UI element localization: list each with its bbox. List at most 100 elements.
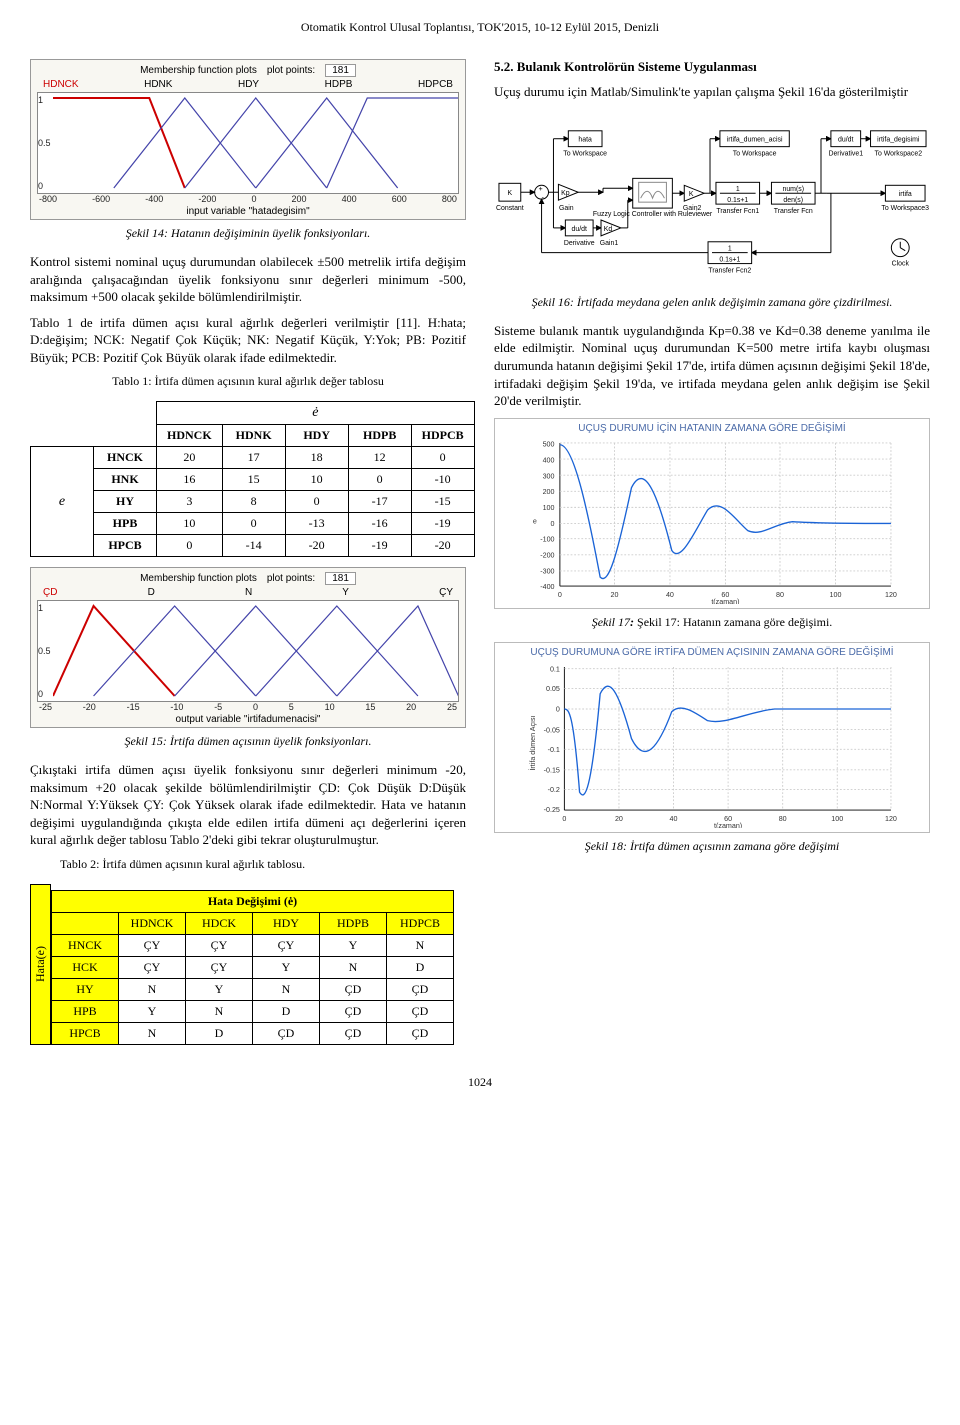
mf1-lbl-0: HDNCK (43, 79, 79, 90)
para-tablo1: Tablo 1 de irtifa dümen açısı kural ağır… (30, 314, 466, 367)
svg-text:du/dt: du/dt (838, 136, 853, 143)
svg-text:0: 0 (562, 814, 566, 822)
svg-text:den(s): den(s) (783, 197, 803, 204)
svg-text:20: 20 (610, 590, 618, 598)
simulink-diagram: K Constant +- hata To Workspace Kp Gain … (494, 109, 930, 289)
svg-text:irtifa: irtifa (899, 191, 912, 198)
svg-text:500: 500 (543, 440, 555, 448)
mf2-xlabel: output variable "irtifadumenacisi" (37, 714, 459, 725)
svg-text:Gain: Gain (559, 205, 574, 212)
svg-text:Transfer Fcn: Transfer Fcn (774, 208, 813, 215)
svg-text:80: 80 (779, 814, 787, 822)
svg-text:To Workspace3: To Workspace3 (881, 205, 929, 212)
svg-text:0: 0 (556, 705, 560, 713)
svg-text:100: 100 (831, 814, 843, 822)
svg-text:-0.2: -0.2 (548, 786, 560, 794)
mf2-pp-label: plot points: (267, 573, 315, 584)
svg-text:1: 1 (728, 245, 732, 252)
mf1-title: Membership function plots (140, 65, 257, 76)
svg-text:1: 1 (736, 186, 740, 193)
caption-tablo1: Tablo 1: İrtifa dümen açısının kural ağı… (30, 374, 466, 389)
caption-17: Şekil 17: Şekil 17: Hatanın zamana göre … (494, 615, 930, 630)
para-sistem: Sisteme bulanık mantık uygulandığında Kp… (494, 322, 930, 410)
svg-text:0: 0 (558, 590, 562, 598)
svg-text:0.05: 0.05 (546, 685, 560, 693)
mf1-lbl-3: HDPB (325, 79, 353, 90)
chart18-title: UÇUŞ DURUMUNA GÖRE İRTİFA DÜMEN AÇISININ… (499, 647, 925, 658)
t2-bighead: Hata Değişimi (ė) (52, 891, 454, 913)
t1-edot: ė (157, 402, 475, 425)
conference-header: Otomatik Kontrol Ulusal Toplantısı, TOK'… (30, 20, 930, 35)
table-2-wrap: Hata(e) Hata Değişimi (ė) HDNCK HDCK HDY… (30, 884, 466, 1045)
caption-14: Şekil 14: Hatanın değişiminin üyelik fon… (30, 226, 466, 241)
caption-16: Şekil 16: İrtifada meydana gelen anlık d… (494, 295, 930, 310)
svg-text:40: 40 (666, 590, 674, 598)
chart-18: UÇUŞ DURUMUNA GÖRE İRTİFA DÜMEN AÇISININ… (494, 642, 930, 833)
svg-text:-200: -200 (540, 551, 554, 559)
mf2-pp-value: 181 (325, 572, 356, 585)
t2-hatae: Hata(e) (30, 884, 51, 1045)
svg-text:-300: -300 (540, 567, 554, 575)
mf1-lbl-2: HDY (238, 79, 259, 90)
right-column: 5.2. Bulanık Kontrolörün Sisteme Uygulan… (494, 59, 930, 1045)
svg-text:Gain2: Gain2 (683, 205, 702, 212)
svg-text:-0.05: -0.05 (544, 726, 560, 734)
svg-text:Constant: Constant (496, 205, 524, 212)
svg-text:200: 200 (543, 488, 555, 496)
svg-text:Derivative: Derivative (564, 239, 595, 246)
svg-text:To Workspace2: To Workspace2 (874, 150, 922, 157)
table-1: ė HDNCK HDNK HDY HDPB HDPCB e HNCK 20171… (30, 401, 475, 557)
svg-text:40: 40 (670, 814, 678, 822)
mf1-pp-value: 181 (325, 64, 356, 77)
svg-text:20: 20 (615, 814, 623, 822)
svg-text:irtifa_degisimi: irtifa_degisimi (877, 136, 920, 143)
svg-text:400: 400 (543, 456, 555, 464)
svg-text:t(zaman): t(zaman) (714, 822, 742, 828)
heading-5-2: 5.2. Bulanık Kontrolörün Sisteme Uygulan… (494, 59, 930, 75)
para-kontrol: Kontrol sistemi nominal uçuş durumundan … (30, 253, 466, 306)
svg-text:num(s): num(s) (782, 186, 804, 193)
caption-15: Şekil 15: İrtifa dümen açısının üyelik f… (30, 734, 466, 749)
mf1-lbl-4: HDPCB (418, 79, 453, 90)
svg-text:e: e (533, 517, 537, 525)
caption-tablo2: Tablo 2: İrtifa dümen açısının kural ağı… (30, 857, 466, 872)
mf1-lbl-1: HDNK (144, 79, 172, 90)
para-cikis: Çıkıştaki irtifa dümen açısı üyelik fonk… (30, 761, 466, 849)
svg-text:100: 100 (543, 504, 555, 512)
svg-text:Transfer Fcn2: Transfer Fcn2 (708, 267, 751, 274)
svg-text:0.1: 0.1 (550, 665, 560, 673)
svg-text:To Workspace: To Workspace (563, 150, 607, 157)
svg-text:İrtifa dümen Açısı: İrtifa dümen Açısı (528, 715, 537, 770)
svg-text:du/dt: du/dt (572, 225, 587, 232)
para-ucus: Uçuş durumu için Matlab/Simulink'te yapı… (494, 83, 930, 101)
page-number: 1024 (30, 1075, 930, 1090)
svg-text:-0.25: -0.25 (544, 806, 560, 814)
svg-text:-0.1: -0.1 (548, 746, 560, 754)
mf1-xlabel: input variable "hatadegisim" (37, 206, 459, 217)
svg-text:0.1s+1: 0.1s+1 (719, 256, 740, 263)
svg-text:120: 120 (885, 590, 897, 598)
svg-text:irtifa_dumen_acisi: irtifa_dumen_acisi (727, 136, 783, 143)
svg-text:+: + (539, 186, 543, 193)
svg-text:Kd: Kd (604, 225, 613, 232)
mf-plot-hata: Membership function plots plot points: 1… (30, 59, 466, 220)
svg-text:0: 0 (551, 520, 555, 528)
svg-text:t(zaman): t(zaman) (711, 598, 739, 604)
svg-text:Derivative1: Derivative1 (828, 150, 863, 157)
svg-text:Clock: Clock (892, 260, 910, 267)
mf-plot-irtifa: Membership function plots plot points: 1… (30, 567, 466, 728)
svg-text:To Workspace: To Workspace (733, 150, 777, 157)
svg-text:0.1s+1: 0.1s+1 (727, 197, 748, 204)
svg-text:Gain1: Gain1 (600, 239, 619, 246)
table-2: Hata Değişimi (ė) HDNCK HDCK HDY HDPB HD… (51, 890, 454, 1045)
svg-text:hata: hata (578, 136, 592, 143)
svg-text:-400: -400 (540, 582, 554, 590)
svg-text:K: K (689, 191, 694, 198)
svg-text:300: 300 (543, 472, 555, 480)
svg-text:120: 120 (885, 814, 897, 822)
svg-text:100: 100 (830, 590, 842, 598)
caption-18: Şekil 18: İrtifa dümen açısının zamana g… (494, 839, 930, 854)
svg-text:Kp: Kp (561, 190, 570, 197)
svg-text:K: K (508, 190, 513, 197)
mf2-title: Membership function plots (140, 573, 257, 584)
